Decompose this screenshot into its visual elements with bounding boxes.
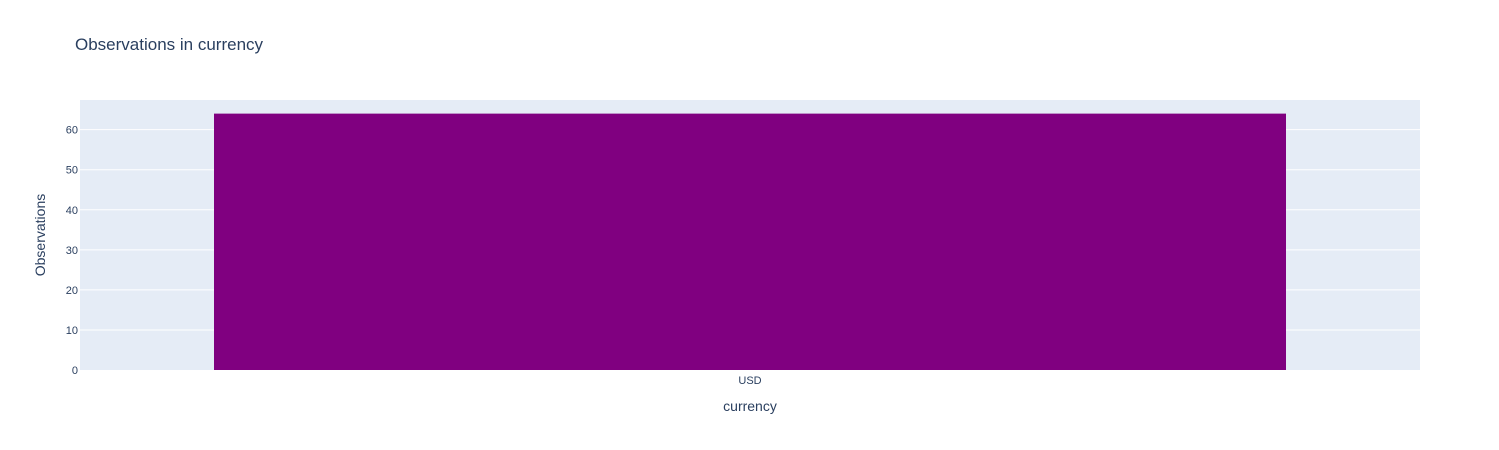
- x-axis-ticks: USD: [738, 375, 761, 387]
- y-tick-label: 40: [66, 205, 78, 217]
- y-tick-label: 0: [72, 365, 78, 377]
- y-axis-title: Observations: [32, 194, 48, 276]
- y-tick-label: 10: [66, 325, 78, 337]
- x-axis-title: currency: [723, 398, 777, 414]
- y-axis-ticks: 0 10 20 30 40 50 60: [66, 125, 78, 377]
- y-tick-label: 30: [66, 245, 78, 257]
- y-tick-label: 20: [66, 285, 78, 297]
- x-tick-label: USD: [738, 375, 761, 387]
- chart-title: Observations in currency: [75, 35, 264, 54]
- bars: [214, 113, 1286, 370]
- y-tick-label: 60: [66, 125, 78, 137]
- y-tick-label: 50: [66, 165, 78, 177]
- bar-usd[interactable]: [214, 113, 1286, 370]
